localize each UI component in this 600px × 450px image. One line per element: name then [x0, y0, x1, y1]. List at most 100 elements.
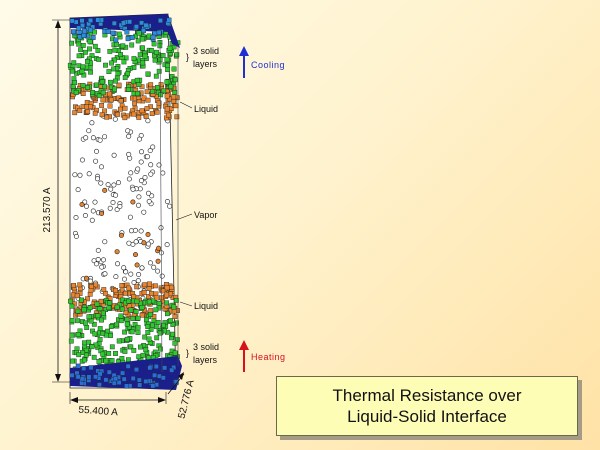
- liquid-atom: [143, 114, 149, 119]
- solid-atom: [97, 337, 103, 342]
- solid-atom: [90, 90, 96, 95]
- solid-atom: [106, 305, 112, 311]
- vapor-atom: [95, 247, 101, 253]
- wall-atom: [169, 367, 175, 373]
- vapor-atom: [95, 256, 101, 262]
- liquid-atom: [146, 294, 151, 299]
- wall-atom: [124, 383, 130, 389]
- liquid-atom: [107, 103, 113, 109]
- vapor-atom: [90, 208, 96, 214]
- vapor-atom: [164, 242, 170, 248]
- vapor-atom: [98, 180, 104, 186]
- solid-atom: [164, 57, 170, 63]
- solid-atom: [126, 86, 132, 92]
- solid-atom: [105, 328, 111, 334]
- vapor-atom: [142, 175, 148, 181]
- vapor-atom: [159, 273, 165, 279]
- vapor-atom: [125, 128, 131, 134]
- solid-atom: [81, 307, 87, 313]
- solid-atom: [137, 344, 143, 350]
- height-dimension: 213.570 A: [42, 19, 70, 383]
- solid-atom: [80, 64, 86, 70]
- solid-atom: [131, 56, 137, 62]
- vapor-atom: [117, 204, 123, 210]
- wall-atom: [136, 377, 142, 383]
- wall-atom: [137, 382, 143, 388]
- vapor-atom: [83, 135, 89, 141]
- liquid-atom: [141, 290, 147, 295]
- wall-atom: [166, 17, 172, 23]
- wall-atom: [97, 371, 103, 377]
- solid-atom: [172, 89, 178, 95]
- solid-atom: [89, 344, 95, 350]
- solid-atom: [122, 75, 128, 80]
- wall-atom: [125, 36, 131, 42]
- vapor-atom: [79, 157, 85, 163]
- wall-atom: [88, 27, 93, 33]
- liquid-atom: [122, 115, 128, 121]
- liquid-atom: [88, 284, 94, 289]
- liquid-atom: [147, 281, 152, 287]
- vapor-atom: [155, 268, 161, 274]
- vapor-atom: [89, 120, 95, 126]
- solid-atom: [171, 66, 177, 72]
- solid-atom: [96, 57, 102, 62]
- vapor-atom: [136, 202, 142, 208]
- vapor-atom: [126, 176, 132, 182]
- liquid-atom: [84, 296, 90, 302]
- solid-atom: [145, 324, 151, 329]
- liquid-atom: [100, 97, 106, 103]
- solid-atom: [156, 301, 162, 306]
- solid-atom: [97, 306, 103, 312]
- solid-atom: [80, 43, 86, 48]
- vapor-atom: [167, 203, 173, 209]
- solid-atom: [173, 298, 179, 303]
- vapor-atom: [73, 233, 79, 239]
- top-solid-label-line1: 3 solid: [193, 46, 219, 56]
- wall-atom: [81, 366, 87, 371]
- liquid-atom: [102, 108, 107, 114]
- solid-atom: [69, 318, 75, 323]
- vapor-atom: [102, 239, 108, 245]
- vapor-atom: [114, 249, 120, 255]
- solid-atom: [96, 359, 102, 364]
- solid-atom: [106, 351, 112, 356]
- solid-atom: [88, 318, 94, 324]
- solid-atom: [134, 77, 140, 83]
- solid-atom: [115, 71, 121, 77]
- vapor-atom: [82, 213, 88, 219]
- liquid-atom: [131, 294, 137, 299]
- vapor-atom: [94, 261, 100, 267]
- wall-atom: [125, 363, 131, 369]
- solid-atom: [153, 73, 159, 79]
- solid-atom: [123, 55, 129, 61]
- vapor-atom: [97, 137, 103, 143]
- solid-atom: [146, 299, 152, 305]
- vapor-atom: [113, 274, 119, 280]
- solid-atom: [100, 351, 106, 357]
- solid-atom: [161, 88, 167, 94]
- solid-atom: [124, 321, 130, 327]
- liquid-atom: [171, 308, 177, 314]
- top-solid-annotation: } 3 solid layers: [186, 46, 219, 69]
- vapor-atom: [90, 135, 96, 141]
- liquid-atom: [169, 284, 174, 290]
- solid-atom: [84, 84, 90, 90]
- solid-atom: [73, 90, 79, 95]
- liquid-atom: [131, 111, 137, 117]
- solid-atom: [129, 329, 135, 335]
- solid-atom: [164, 300, 169, 306]
- solid-atom: [135, 315, 141, 321]
- vapor-atom: [99, 211, 105, 217]
- solid-atom: [125, 71, 131, 77]
- liquid-atom: [108, 97, 114, 103]
- solid-atom: [164, 311, 170, 317]
- liquid-atom: [166, 112, 171, 118]
- solid-atom: [94, 301, 100, 307]
- solid-atom: [168, 83, 174, 89]
- liquid-atom: [107, 91, 113, 97]
- solid-atom: [131, 348, 137, 353]
- vapor-label: Vapor: [194, 210, 217, 220]
- liquid-atom: [114, 111, 120, 117]
- vapor-atom: [130, 186, 136, 192]
